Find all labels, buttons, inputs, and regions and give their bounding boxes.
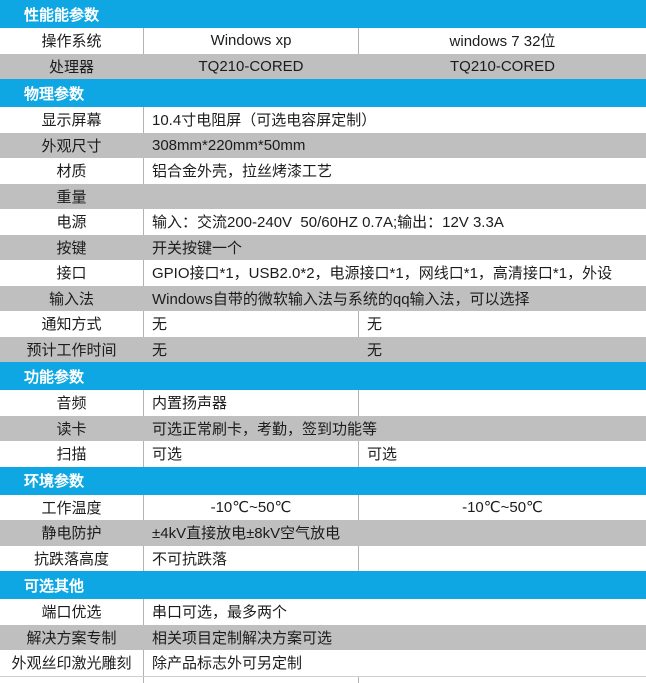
section-title: 可选其他 <box>24 577 85 595</box>
row-value: 308mm*220mm*50mm <box>152 136 306 154</box>
row-value-col2: -10℃~50℃ <box>358 494 646 520</box>
partial-bottom-row <box>0 675 646 683</box>
row-value-col1: 不可抗跌落 <box>143 545 358 571</box>
row-label: 工作温度 <box>41 499 102 517</box>
table-row: 预计工作时间 无 无 <box>0 336 646 362</box>
table-row: 解决方案专制 相关项目定制解决方案可选 <box>0 624 646 650</box>
section-title: 功能参数 <box>24 368 85 386</box>
row-value-col1: Windows xp <box>143 28 358 54</box>
table-row: 操作系统 Windows xp windows 7 32位 <box>0 28 646 54</box>
table-row: 外观尺寸 308mm*220mm*50mm <box>0 132 646 158</box>
table-row: 重量 <box>0 183 646 210</box>
table-row: 外观丝印激光雕刻 除产品标志外可另定制 <box>0 650 646 676</box>
row-label: 预计工作时间 <box>26 341 117 359</box>
row-value: 开关按键一个 <box>152 239 243 257</box>
table-row: 通知方式 无无 <box>0 311 646 337</box>
row-value: 串口可选，最多两个 <box>143 599 646 625</box>
table-row: 音频 内置扬声器 <box>0 390 646 416</box>
row-label: 操作系统 <box>41 33 102 51</box>
row-value: 10.4寸电阻屏（可选电容屏定制） <box>143 107 646 133</box>
row-value-col2 <box>358 390 646 416</box>
table-row: 扫描 可选 可选 <box>0 441 646 467</box>
row-label: 显示屏幕 <box>41 112 102 130</box>
table-row: 读卡 可选正常刷卡，考勤，签到功能等 <box>0 415 646 441</box>
row-label: 读卡 <box>56 420 87 438</box>
table-row: 处理器 TQ210-CORED TQ210-CORED <box>0 53 646 79</box>
row-label: 外观尺寸 <box>41 137 102 155</box>
row-label: 端口优选 <box>41 604 102 622</box>
row-value-col1: 可选 <box>143 441 358 467</box>
row-value: GPIO接口*1，USB2.0*2，电源接口*1，网线口*1，高清接口*1，外设 <box>143 260 646 286</box>
row-value: 除产品标志外可另定制 <box>143 650 646 676</box>
row-value: Windows自带的微软输入法与系统的qq输入法，可以选择 <box>152 290 530 308</box>
row-value: 输入：交流200-240V 50/60HZ 0.7A;输出：12V 3.3A <box>143 209 646 235</box>
row-value-col2: windows 7 32位 <box>358 28 646 54</box>
partial-cell <box>143 676 358 683</box>
row-label: 电源 <box>56 214 87 232</box>
table-row: 静电防护 ±4kV直接放电±8kV空气放电 <box>0 520 646 546</box>
row-value-col2: 无 <box>367 341 383 359</box>
table-row: 接口 GPIO接口*1，USB2.0*2，电源接口*1，网线口*1，高清接口*1，… <box>0 260 646 286</box>
row-value-col2: 无 <box>358 311 646 337</box>
section-header: 物理参数 <box>0 79 646 107</box>
row-label: 抗跌落高度 <box>33 550 109 568</box>
table-row: 材质 铝合金外壳，拉丝烤漆工艺 <box>0 158 646 184</box>
section-header: 性能能参数 <box>0 0 646 28</box>
row-label: 材质 <box>56 163 87 181</box>
table-row: 按键 开关按键一个 <box>0 234 646 260</box>
section-title: 环境参数 <box>24 473 85 490</box>
row-value <box>143 184 646 210</box>
row-value: 可选正常刷卡，考勤，签到功能等 <box>152 420 378 438</box>
row-value-col2 <box>358 545 646 571</box>
table-row: 输入法 Windows自带的微软输入法与系统的qq输入法，可以选择 <box>0 285 646 311</box>
row-value-col1: 内置扬声器 <box>143 390 358 416</box>
row-value-col1: 无 <box>152 341 168 359</box>
row-label: 重量 <box>56 188 87 206</box>
row-label: 处理器 <box>48 58 94 76</box>
row-label: 解决方案专制 <box>26 629 117 647</box>
section-header: 功能参数 <box>0 362 646 390</box>
row-label: 外观丝印激光雕刻 <box>11 655 132 673</box>
row-label: 扫描 <box>56 446 87 464</box>
table-row: 抗跌落高度 不可抗跌落 <box>0 545 646 571</box>
section-header: 环境参数 <box>0 466 646 495</box>
row-value-col1: 无 <box>143 311 358 337</box>
table-row: 工作温度 -10℃~50℃ -10℃~50℃ <box>0 494 646 520</box>
row-value-col2: 可选 <box>358 441 646 467</box>
partial-cell <box>358 676 646 683</box>
row-label: 接口 <box>56 265 87 283</box>
row-value: 相关项目定制解决方案可选 <box>152 629 333 647</box>
row-value-col1: -10℃~50℃ <box>143 494 358 520</box>
row-label: 音频 <box>56 395 87 413</box>
row-label: 输入法 <box>48 290 94 308</box>
table-row: 端口优选 串口可选，最多两个 <box>0 599 646 625</box>
section-title: 物理参数 <box>24 85 85 103</box>
row-label: 按键 <box>56 239 87 257</box>
table-row: 显示屏幕 10.4寸电阻屏（可选电容屏定制） <box>0 107 646 133</box>
row-value: 铝合金外壳，拉丝烤漆工艺 <box>143 158 646 184</box>
row-label: 通知方式 <box>41 316 102 334</box>
table-row: 电源 输入：交流200-240V 50/60HZ 0.7A;输出：12V 3.3A <box>0 209 646 235</box>
row-value-col2: TQ210-CORED <box>449 57 556 75</box>
section-title: 性能能参数 <box>24 6 100 24</box>
row-value-col1: TQ210-CORED <box>198 57 304 75</box>
section-header: 可选其他 <box>0 571 646 599</box>
row-label: 静电防护 <box>41 525 102 543</box>
row-value: ±4kV直接放电±8kV空气放电 <box>152 525 341 543</box>
